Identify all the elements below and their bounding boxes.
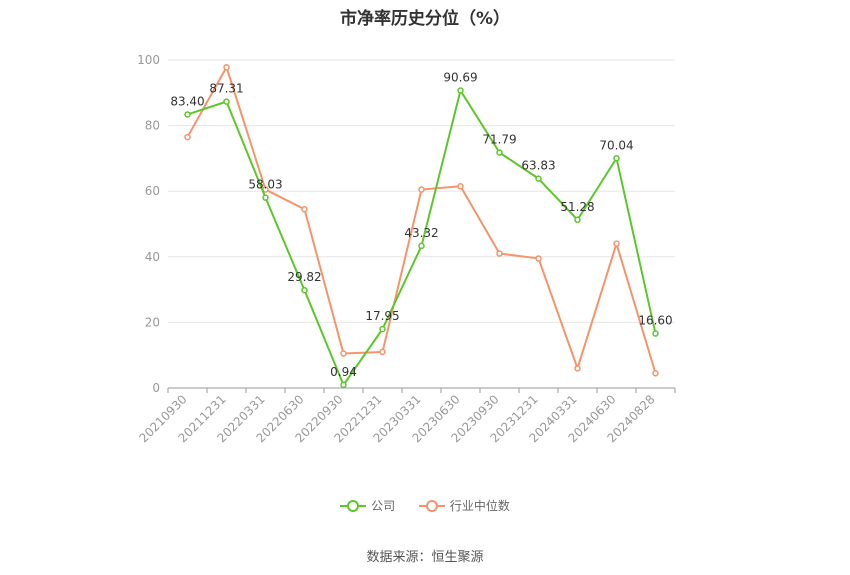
legend-item-company[interactable]: 公司 xyxy=(340,497,395,514)
industry-median-point xyxy=(223,63,230,71)
y-tick-label: 0 xyxy=(152,381,160,395)
company-point xyxy=(262,194,269,201)
company-point xyxy=(574,216,581,224)
industry-median-point xyxy=(301,205,308,213)
company-data-label: 87.31 xyxy=(209,82,243,96)
company-data-label: 17.95 xyxy=(365,309,399,323)
y-tick-label: 100 xyxy=(137,53,160,67)
company-point xyxy=(223,98,230,105)
industry-median-point xyxy=(184,133,191,141)
company-data-label: 16.60 xyxy=(638,314,672,328)
industry-median-point xyxy=(652,369,659,377)
industry-median-point xyxy=(613,240,620,247)
y-tick-label: 60 xyxy=(145,184,160,198)
source-note: 数据来源：恒生聚源 xyxy=(366,550,484,565)
industry-median-point xyxy=(535,255,542,262)
industry-median-point xyxy=(340,350,347,357)
company-point xyxy=(379,325,386,333)
company-data-label: 58.03 xyxy=(248,178,282,192)
company-data-label: 63.83 xyxy=(521,159,555,173)
company-point xyxy=(457,87,464,94)
industry-median-point xyxy=(496,250,503,257)
y-tick-label: 80 xyxy=(145,119,160,133)
y-tick-label: 40 xyxy=(145,250,160,264)
company-point xyxy=(535,175,542,182)
legend-company-swatch-icon xyxy=(340,499,367,512)
company-point xyxy=(184,111,191,118)
company-data-label: 29.82 xyxy=(287,270,321,284)
axes: 0204060801002021093020211231202203312022… xyxy=(137,53,676,445)
company-point xyxy=(496,149,503,156)
industry-median-point xyxy=(574,365,581,372)
company-point xyxy=(652,330,659,337)
company-data-label: 70.04 xyxy=(599,138,633,152)
company-data-label: 0.94 xyxy=(330,365,357,379)
company-data-label: 83.40 xyxy=(170,94,204,108)
industry-median-point xyxy=(379,348,386,356)
company-point xyxy=(613,155,620,162)
y-tick-label: 20 xyxy=(145,315,160,329)
company-point xyxy=(418,242,425,250)
legend-industry-label: 行业中位数 xyxy=(449,499,510,513)
series-lines xyxy=(184,63,659,389)
company-data-label: 71.79 xyxy=(482,133,516,147)
legend: 公司 行业中位数 xyxy=(0,497,850,515)
legend-item-industry-median[interactable]: 行业中位数 xyxy=(418,497,510,514)
legend-company-label: 公司 xyxy=(371,499,396,513)
legend-industry-swatch-icon xyxy=(418,499,445,512)
industry-median-line xyxy=(186,66,657,374)
industry-median-point xyxy=(457,183,464,190)
company-point xyxy=(340,381,347,389)
company-data-label: 43.32 xyxy=(404,226,438,240)
industry-median-point xyxy=(418,186,425,193)
company-data-label: 90.69 xyxy=(443,71,477,85)
data-labels: 83.40 87.31 58.03 29.82 0.94 17.95 43.32 90.69 7… xyxy=(170,71,672,379)
company-point xyxy=(301,286,308,294)
chart-title: 市净率历史分位（%） xyxy=(339,9,511,29)
company-data-label: 51.28 xyxy=(560,200,594,214)
